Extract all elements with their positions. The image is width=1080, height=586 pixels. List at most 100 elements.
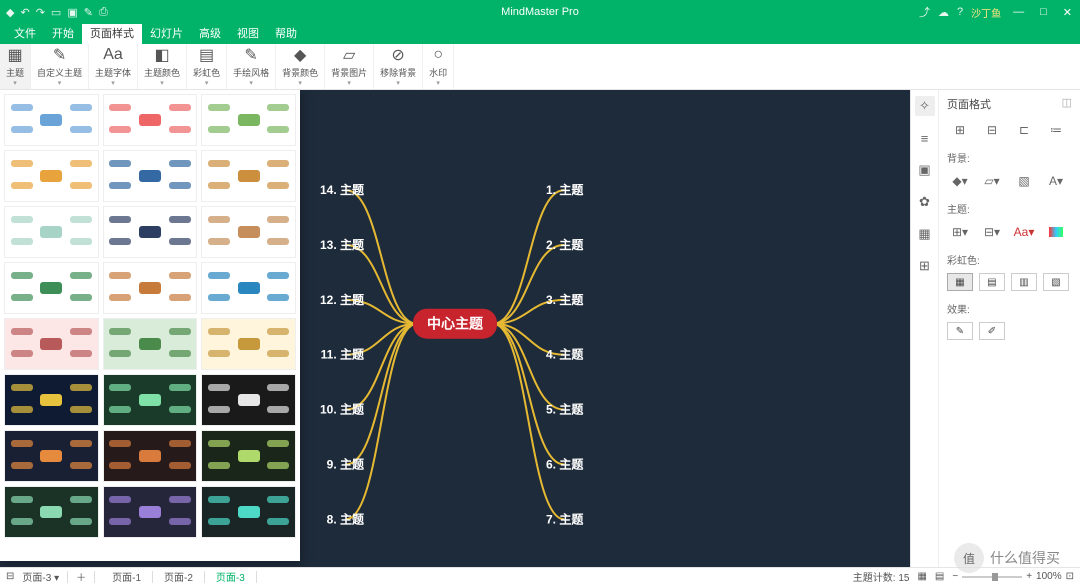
effect-chip-2[interactable]: ✐ xyxy=(979,322,1005,340)
ribbon-group-9[interactable]: ○水印▾ xyxy=(423,44,454,89)
page-list-icon[interactable]: ⊟ xyxy=(6,571,14,582)
add-page-button[interactable]: ＋ xyxy=(76,569,86,584)
bg-color-chip[interactable]: ◆▾ xyxy=(947,171,973,191)
theme-thumb-7[interactable] xyxy=(103,206,198,258)
menu-tab-5[interactable]: 视图 xyxy=(229,22,267,44)
rainbow-chip-3[interactable]: ▥ xyxy=(1011,273,1037,291)
theme-thumb-5[interactable] xyxy=(201,150,296,202)
theme-dropdown-panel[interactable] xyxy=(0,90,300,561)
zoom-slider[interactable] xyxy=(962,576,1022,578)
ribbon-group-6[interactable]: ◆背景颜色▾ xyxy=(276,44,325,89)
ribbon-group-4[interactable]: ▤彩虹色▾ xyxy=(187,44,227,89)
side-image-icon[interactable]: ▣ xyxy=(915,160,935,180)
effect-chip-1[interactable]: ✎ xyxy=(947,322,973,340)
open-icon[interactable]: ▣ xyxy=(67,6,77,19)
theme-thumb-2[interactable] xyxy=(201,94,296,146)
theme-thumb-8[interactable] xyxy=(201,206,296,258)
menu-tab-3[interactable]: 幻灯片 xyxy=(142,22,191,44)
page-dropdown[interactable]: 页面-3 ▾ xyxy=(22,569,59,584)
cloud-icon[interactable]: ☁ xyxy=(938,6,949,19)
theme-thumb-20[interactable] xyxy=(201,430,296,482)
theme-chip-1[interactable]: ⊞▾ xyxy=(947,222,973,242)
svg-text:9. 主题: 9. 主题 xyxy=(327,456,365,471)
page-tab-0[interactable]: 页面-1 xyxy=(103,567,150,586)
svg-text:中心主题: 中心主题 xyxy=(427,316,484,332)
theme-thumb-10[interactable] xyxy=(103,262,198,314)
view-icon-2[interactable]: ▤ xyxy=(935,571,944,582)
theme-chip-2[interactable]: ⊟▾ xyxy=(979,222,1005,242)
svg-text:11. 主题: 11. 主题 xyxy=(321,347,365,362)
layout-chip-4[interactable]: ≔ xyxy=(1043,120,1069,140)
help-icon[interactable]: ? xyxy=(957,6,963,18)
view-icon-1[interactable]: ▦ xyxy=(917,571,926,582)
side-clipart-icon[interactable]: ▦ xyxy=(915,224,935,244)
print-icon[interactable]: ⎙ xyxy=(99,6,108,19)
layout-chip-1[interactable]: ⊞ xyxy=(947,120,973,140)
ribbon-label: 背景图片 xyxy=(331,66,367,79)
ribbon-group-1[interactable]: ✎自定义主题▾ xyxy=(31,44,89,89)
page-tab-1[interactable]: 页面-2 xyxy=(155,567,202,586)
theme-thumb-13[interactable] xyxy=(103,318,198,370)
menu-bar: 文件开始页面样式幻灯片高级视图帮助 xyxy=(0,24,1080,44)
ribbon-group-8[interactable]: ⊘移除背景▾ xyxy=(374,44,423,89)
side-icon-icon[interactable]: ✿ xyxy=(915,192,935,212)
redo-icon[interactable]: ↷ xyxy=(36,6,45,19)
theme-thumb-18[interactable] xyxy=(4,430,99,482)
layout-chip-2[interactable]: ⊟ xyxy=(979,120,1005,140)
undo-icon[interactable]: ↶ xyxy=(20,6,29,19)
bg-watermark-chip[interactable]: A▾ xyxy=(1043,171,1069,191)
rainbow-chip-2[interactable]: ▤ xyxy=(979,273,1005,291)
canvas-wrap: 14. 主题13. 主题12. 主题11. 主题10. 主题9. 主题8. 主题… xyxy=(0,90,910,567)
theme-thumb-11[interactable] xyxy=(201,262,296,314)
minimize-button[interactable]: — xyxy=(1009,6,1028,18)
theme-thumb-4[interactable] xyxy=(103,150,198,202)
close-button[interactable]: ✕ xyxy=(1059,6,1076,19)
ribbon-group-2[interactable]: Aa主题字体▾ xyxy=(89,44,138,89)
theme-thumb-3[interactable] xyxy=(4,150,99,202)
maximize-button[interactable]: □ xyxy=(1036,6,1051,18)
theme-thumb-12[interactable] xyxy=(4,318,99,370)
bg-remove-chip[interactable]: ▧ xyxy=(1011,171,1037,191)
ribbon-group-3[interactable]: ◧主题颜色▾ xyxy=(138,44,187,89)
save-icon[interactable]: ✎ xyxy=(84,6,93,19)
theme-thumb-0[interactable] xyxy=(4,94,99,146)
theme-thumb-16[interactable] xyxy=(103,374,198,426)
side-outline-icon[interactable]: ≡ xyxy=(915,128,935,148)
ribbon-icon: ▱ xyxy=(343,46,355,64)
bg-image-chip[interactable]: ▱▾ xyxy=(979,171,1005,191)
theme-thumb-19[interactable] xyxy=(103,430,198,482)
share-icon[interactable]: ⤴ xyxy=(919,4,930,20)
app-title: MindMaster Pro xyxy=(501,6,579,18)
theme-thumb-21[interactable] xyxy=(4,486,99,538)
theme-color-chip[interactable] xyxy=(1043,222,1069,242)
theme-thumb-23[interactable] xyxy=(201,486,296,538)
theme-thumb-14[interactable] xyxy=(201,318,296,370)
theme-thumb-22[interactable] xyxy=(103,486,198,538)
theme-thumb-9[interactable] xyxy=(4,262,99,314)
new-icon[interactable]: ▭ xyxy=(51,6,61,19)
theme-thumb-17[interactable] xyxy=(201,374,296,426)
ribbon-group-5[interactable]: ✎手绘风格▾ xyxy=(227,44,276,89)
theme-thumb-6[interactable] xyxy=(4,206,99,258)
page-tab-2[interactable]: 页面-3 xyxy=(207,567,254,586)
menu-tab-0[interactable]: 文件 xyxy=(6,22,44,44)
theme-thumb-1[interactable] xyxy=(103,94,198,146)
side-style-icon[interactable]: ✧ xyxy=(915,96,935,116)
fit-page-button[interactable]: ⊡ xyxy=(1066,571,1074,582)
menu-tab-1[interactable]: 开始 xyxy=(44,22,82,44)
menu-tab-6[interactable]: 帮助 xyxy=(267,22,305,44)
ribbon-group-7[interactable]: ▱背景图片▾ xyxy=(325,44,374,89)
panel-pin-icon[interactable]: ◫ xyxy=(1062,96,1072,112)
rainbow-chip-4[interactable]: ▧ xyxy=(1043,273,1069,291)
user-label[interactable]: 沙丁鱼 xyxy=(971,5,1001,20)
ribbon-group-0[interactable]: ▦主题▾ xyxy=(0,44,31,89)
menu-tab-2[interactable]: 页面样式 xyxy=(82,22,142,44)
rainbow-chip-1[interactable]: ▦ xyxy=(947,273,973,291)
svg-text:14. 主题: 14. 主题 xyxy=(320,182,365,197)
theme-font-chip[interactable]: Aa▾ xyxy=(1011,222,1037,242)
layout-chip-3[interactable]: ⊏ xyxy=(1011,120,1037,140)
menu-tab-4[interactable]: 高级 xyxy=(191,22,229,44)
theme-thumb-15[interactable] xyxy=(4,374,99,426)
title-bar: ◆ ↶ ↷ ▭ ▣ ✎ ⎙ MindMaster Pro ⤴ ☁ ? 沙丁鱼 —… xyxy=(0,0,1080,24)
side-plus-icon[interactable]: ⊞ xyxy=(915,256,935,276)
